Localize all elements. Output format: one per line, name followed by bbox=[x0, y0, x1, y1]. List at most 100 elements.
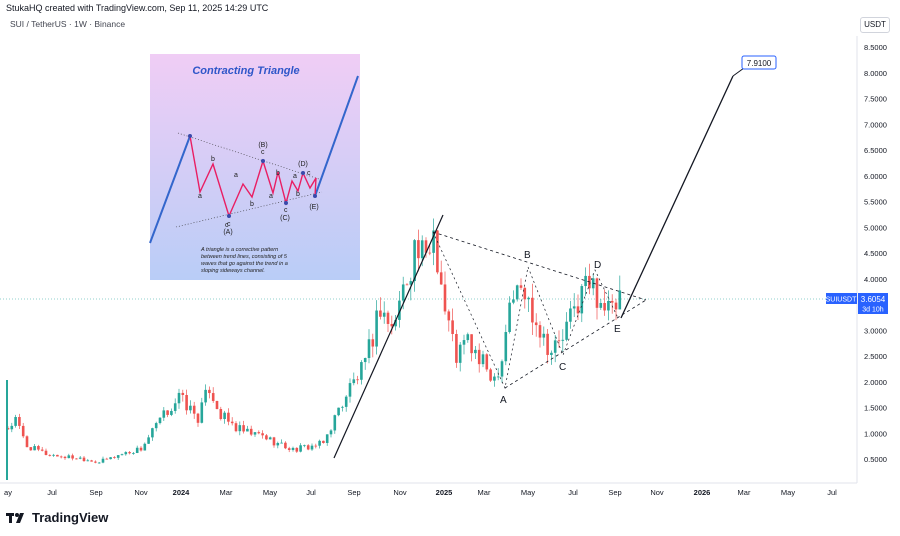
candle-body bbox=[348, 383, 352, 397]
candle-body bbox=[466, 334, 470, 341]
candle-body bbox=[242, 425, 245, 432]
candle-body bbox=[166, 410, 169, 415]
time-tick-label: Jul bbox=[568, 488, 578, 497]
candle-body bbox=[78, 457, 82, 459]
wave-label-d: D bbox=[594, 260, 601, 271]
candle-body bbox=[614, 302, 618, 310]
candle-body bbox=[291, 447, 295, 450]
candle-body bbox=[595, 278, 599, 308]
time-tick-label: Nov bbox=[393, 488, 407, 497]
candle-body bbox=[420, 240, 424, 259]
candle-body bbox=[151, 428, 154, 438]
candle-body bbox=[561, 339, 565, 341]
price-tick-label: 6.5000 bbox=[864, 146, 887, 155]
svg-text:a: a bbox=[269, 193, 273, 200]
candle-body bbox=[367, 339, 371, 359]
candle-body bbox=[63, 456, 67, 459]
candle-body bbox=[67, 455, 71, 459]
price-tick-label: 3.0000 bbox=[864, 326, 887, 335]
candle-body bbox=[268, 437, 272, 440]
currency-button[interactable]: USDT bbox=[860, 17, 890, 33]
candle-body bbox=[196, 413, 200, 423]
candle-body bbox=[398, 300, 401, 320]
candle-body bbox=[177, 392, 181, 404]
price-tag-symbol: SUIUSDT bbox=[826, 297, 857, 304]
candle-body bbox=[379, 310, 382, 317]
price-axis[interactable]: 8.5000 8.0000 7.5000 7.0000 6.5000 6.0000 5.50… bbox=[864, 43, 887, 464]
inset-wave bbox=[189, 135, 317, 219]
candle-body bbox=[603, 302, 606, 311]
candle-body bbox=[477, 349, 481, 365]
candle-body bbox=[40, 449, 44, 451]
candle-body bbox=[219, 409, 223, 420]
projection-line[interactable] bbox=[620, 75, 734, 319]
candle-body bbox=[10, 425, 14, 430]
candle-body bbox=[546, 333, 549, 355]
time-tick-label: Mar bbox=[478, 488, 491, 497]
target-value: 7.9100 bbox=[747, 59, 772, 68]
candle-body bbox=[101, 458, 105, 463]
candle-body bbox=[462, 340, 466, 345]
candle-body bbox=[234, 423, 238, 432]
candle-body bbox=[227, 412, 230, 422]
tradingview-branding[interactable]: TradingView bbox=[6, 510, 108, 525]
time-tick-label: Jul bbox=[47, 488, 57, 497]
candle-body bbox=[223, 412, 226, 420]
candle-body bbox=[363, 358, 367, 363]
time-tick-label: 2026 bbox=[694, 488, 711, 497]
impulse-line[interactable] bbox=[333, 214, 444, 459]
target-connector bbox=[732, 67, 745, 77]
candle-body bbox=[542, 333, 546, 338]
candle-body bbox=[97, 462, 101, 464]
price-tick-label: 6.0000 bbox=[864, 172, 887, 181]
time-tick-label: Nov bbox=[134, 488, 148, 497]
upper-trendline[interactable] bbox=[432, 231, 647, 301]
svg-text:b: b bbox=[211, 156, 215, 163]
candle-body bbox=[424, 240, 428, 253]
svg-text:c: c bbox=[225, 222, 229, 229]
symbol-legend[interactable]: SUI / TetherUS · 1W · Binance bbox=[10, 19, 126, 29]
wave-label-b: B bbox=[524, 250, 531, 261]
candle-body bbox=[189, 405, 192, 411]
time-tick-label: May bbox=[263, 488, 277, 497]
candle-body bbox=[246, 428, 249, 432]
candle-body bbox=[439, 272, 443, 285]
svg-text:c: c bbox=[261, 149, 265, 156]
candle-body bbox=[322, 440, 325, 443]
candle-body bbox=[610, 300, 614, 303]
candle-body bbox=[284, 442, 287, 449]
price-tick-label: 4.5000 bbox=[864, 249, 887, 258]
candle-body bbox=[276, 442, 280, 446]
inset-title: Contracting Triangle bbox=[192, 65, 299, 77]
time-tick-label: Mar bbox=[220, 488, 233, 497]
candle-body bbox=[25, 436, 29, 448]
candle-body bbox=[238, 425, 242, 432]
candle-body bbox=[265, 435, 268, 440]
price-tick-label: 7.0000 bbox=[864, 120, 887, 129]
lower-trendline[interactable] bbox=[504, 299, 647, 389]
brand-name: TradingView bbox=[32, 510, 109, 525]
target-callout[interactable]: 7.9100 bbox=[741, 55, 777, 70]
time-axis[interactable]: ay Jul Sep Nov 2024 Mar May Jul Sep Nov 2025 Mar May… bbox=[4, 488, 837, 497]
time-tick-label: Sep bbox=[608, 488, 621, 497]
price-tick-label: 1.0000 bbox=[864, 429, 887, 438]
inset-upper-line bbox=[177, 132, 323, 181]
candle-body bbox=[124, 452, 128, 455]
candle-body bbox=[432, 230, 435, 253]
time-tick-label: Jul bbox=[827, 488, 837, 497]
candle-body bbox=[405, 284, 409, 286]
candle-body bbox=[71, 455, 74, 459]
inset-label-e: (E) bbox=[309, 204, 318, 211]
price-tick-label: 0.5000 bbox=[864, 455, 887, 464]
candle-body bbox=[52, 454, 55, 456]
triangle-drawing[interactable] bbox=[432, 231, 647, 390]
candle-body bbox=[493, 376, 496, 381]
candle-body bbox=[481, 354, 485, 365]
candle-body bbox=[109, 457, 112, 460]
candle-body bbox=[413, 240, 416, 282]
candle-body bbox=[299, 445, 302, 452]
inset-sub-labels: a b c a b c a b c a b c c bbox=[198, 149, 311, 229]
candle-body bbox=[162, 410, 166, 418]
candle-body bbox=[618, 290, 622, 310]
